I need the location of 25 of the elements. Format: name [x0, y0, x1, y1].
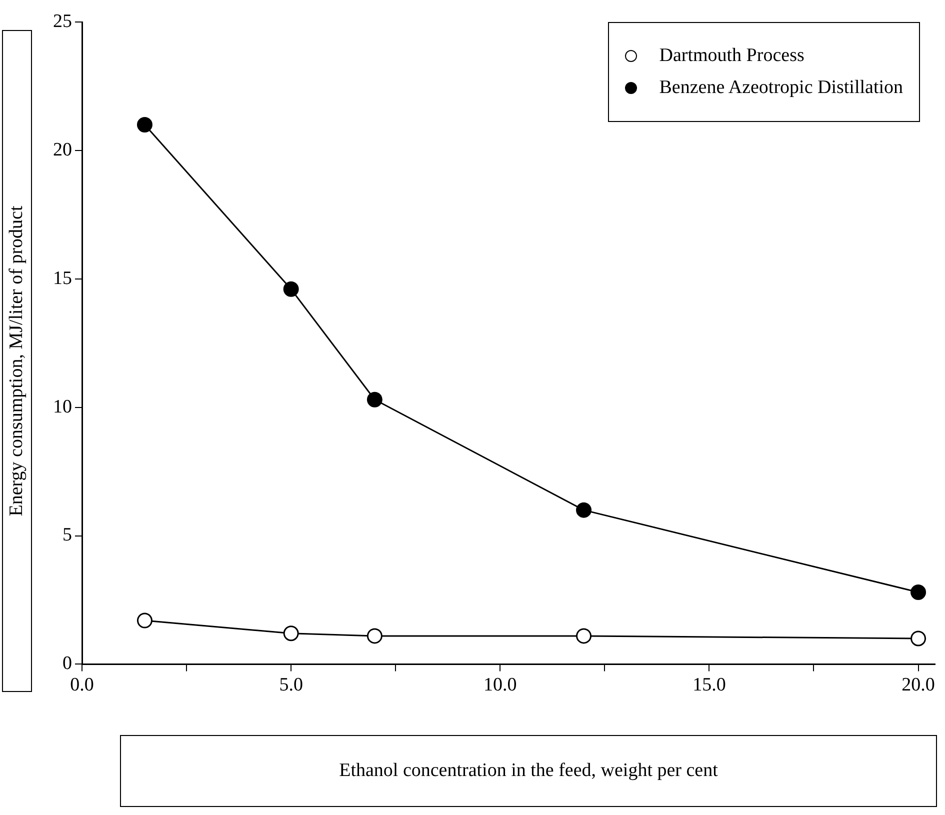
y-tick-label: 5	[62, 524, 72, 546]
x-tick-label: 20.0	[902, 674, 935, 696]
point	[576, 628, 592, 644]
y-tick-label: 15	[53, 268, 72, 289]
point	[283, 281, 299, 297]
x-axis-title: Ethanol concentration in the feed, weight per cent	[120, 735, 937, 807]
y-tick-label: 0	[62, 653, 72, 674]
y-axis-title: Energy consumption, MJ/liter of product	[6, 206, 28, 516]
x-tick-label: 10.0	[484, 674, 517, 696]
point	[366, 392, 382, 408]
x-tick-label: 15.0	[692, 674, 726, 696]
point	[910, 584, 926, 600]
legend-label: Benzene Azeotropic Distillation	[659, 77, 903, 99]
point	[283, 626, 299, 642]
point	[910, 630, 926, 646]
y-tick-label: 10	[53, 396, 72, 418]
point	[136, 117, 152, 132]
y-tick-label: 20	[53, 139, 72, 160]
x-tick-label: 0.0	[70, 674, 94, 696]
y-tick-label: 25	[53, 10, 72, 32]
point	[366, 628, 382, 644]
x-tick-label: 5.0	[279, 674, 303, 696]
point	[576, 502, 592, 518]
legend-label: Dartmouth Process	[659, 45, 804, 67]
point	[136, 612, 152, 628]
